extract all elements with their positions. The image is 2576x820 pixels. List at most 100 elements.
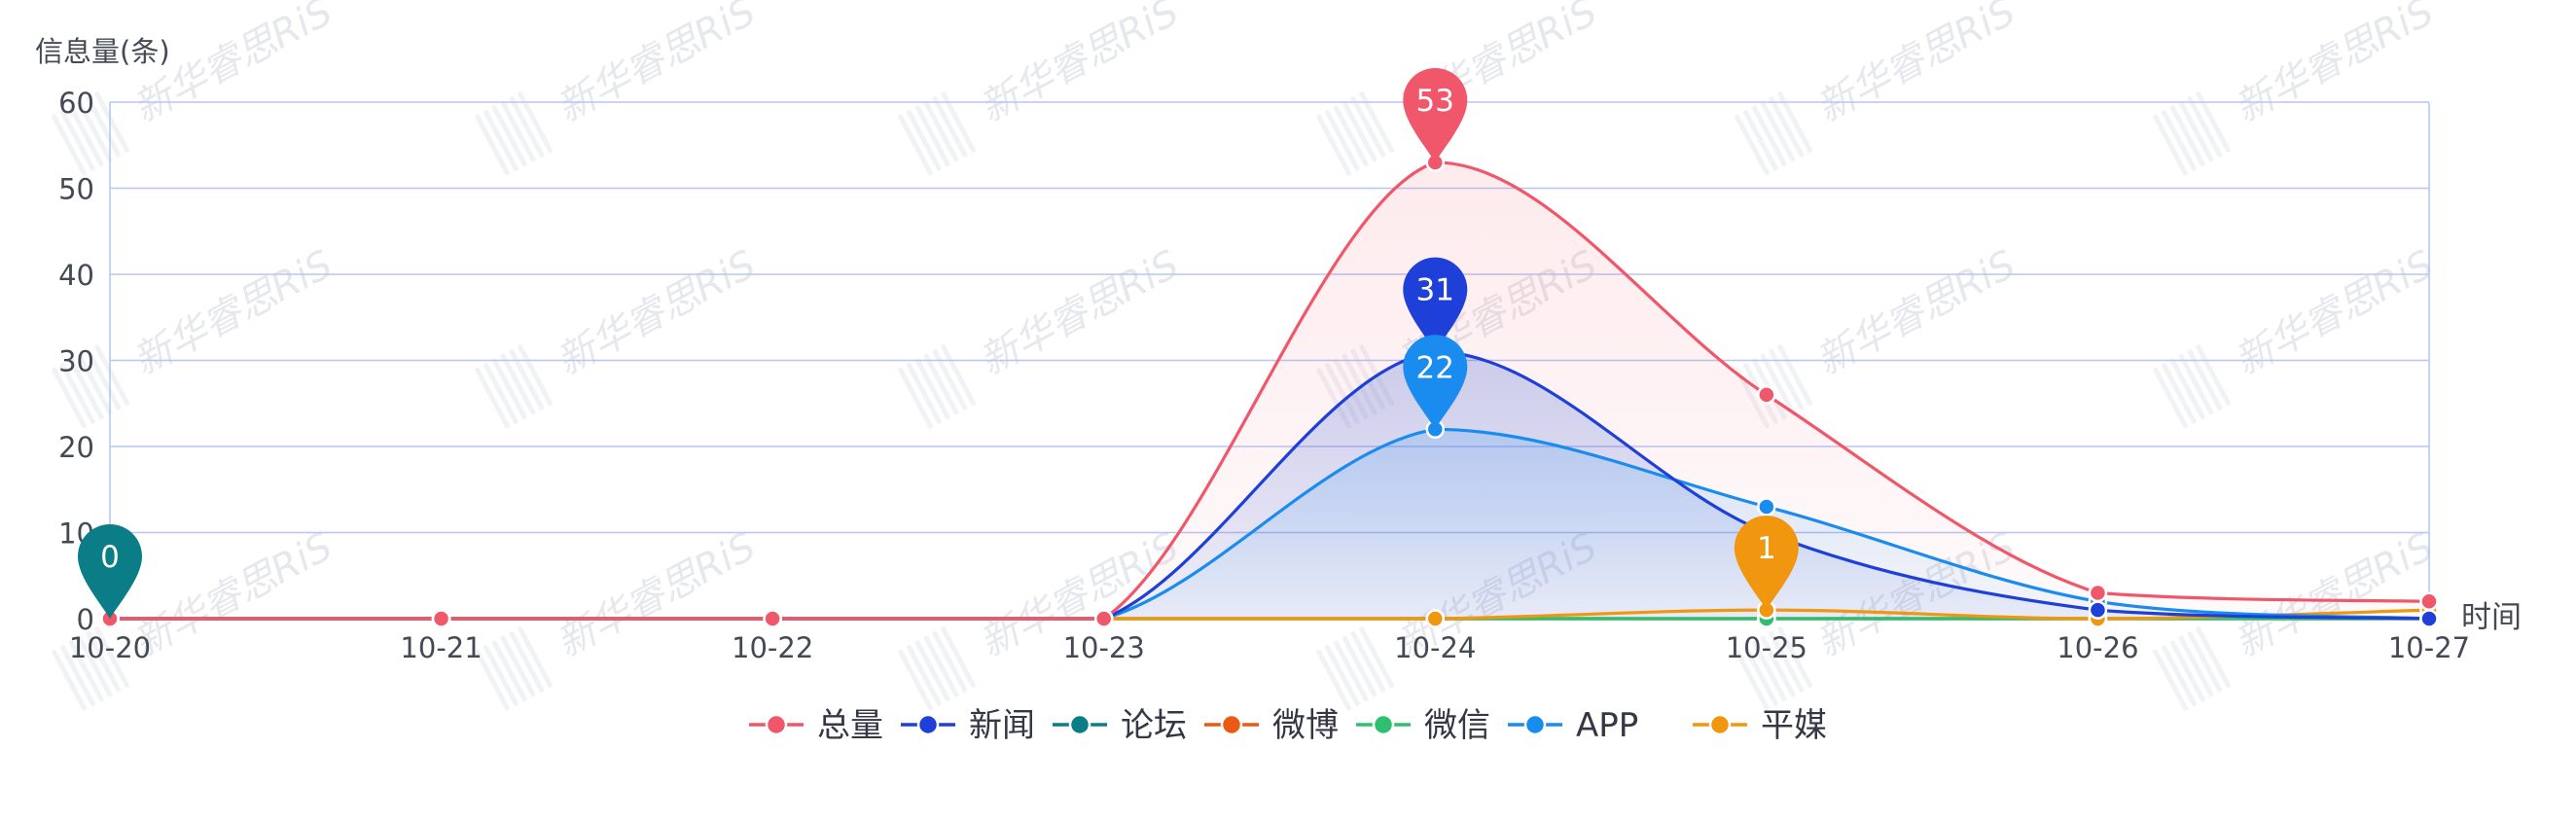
watermark-logo-stroke [1735,114,1770,176]
watermark: 新华睿思RiS [475,242,764,429]
watermark-logo-stroke [1769,95,1805,158]
data-point [2419,591,2439,612]
legend-label: APP [1576,706,1638,745]
watermark-logo-stroke [914,105,950,167]
watermark-logo-stroke [68,105,104,167]
watermark: 新华睿思RiS [475,524,763,711]
data-point [2088,583,2108,603]
annotation-pin-shape [78,524,142,619]
watermark-logo-stroke [1742,645,1778,706]
watermark-logo-stroke [2178,100,2214,162]
x-tick-label: 10-22 [732,631,813,664]
watermark-logo-stroke [500,100,536,162]
watermark-logo-stroke [932,348,968,410]
y-axis-title: 信息量(条) [35,35,170,68]
watermark-text: 新华睿思RiS [1809,0,2023,131]
watermark-logo-stroke [86,95,122,158]
legend-item: 总量 [749,706,883,745]
watermark-logo-stroke [483,363,519,424]
watermark-logo-stroke [500,635,536,697]
watermark-logo-stroke [483,110,519,171]
watermark-logo-stroke [923,635,959,697]
watermark-logo-stroke [509,95,545,158]
legend-dot-icon [1372,713,1395,736]
legend-item: 平媒 [1693,706,1827,745]
watermark-logo-stroke [94,626,130,689]
watermark-logo-stroke [52,114,87,176]
y-tick-label: 30 [58,345,94,378]
watermark-text: 新华睿思RiS [973,242,1187,384]
line-layer [110,160,2430,621]
watermark-logo-stroke [1760,635,1796,697]
legend-item: 微信 [1356,706,1490,745]
legend-item: 新闻 [901,706,1035,745]
watermark-logo-stroke [68,640,104,702]
data-point [1757,385,1776,405]
watermark-text: 新华睿思RiS [550,0,764,131]
x-tick-label: 10-20 [69,631,151,664]
watermark-logo-stroke [1742,110,1778,171]
y-tick-label: 20 [58,431,94,464]
legend-item: APP [1508,706,1638,745]
annotation-pin: 0 [78,524,142,619]
watermark: 新华睿思RiS [898,242,1187,429]
data-point [2088,600,2108,620]
watermark-logo-stroke [500,353,536,415]
watermark-logo-stroke [483,645,519,706]
watermark-logo-stroke [2169,105,2205,167]
watermark-logo-stroke [1342,635,1377,697]
watermark: 新华睿思RiS [2153,0,2441,176]
annotation-pin-shape [1734,516,1799,611]
x-axis: 10-20 10-21 10-22 10-23 10-24 10-25 10-26 10-27 [69,631,2470,664]
watermark-logo-stroke [77,353,113,415]
watermark-text: 新华睿思RiS [550,242,764,384]
watermark-logo-stroke [1350,630,1386,693]
series-area [110,161,2429,619]
watermark-logo-stroke [2153,114,2188,176]
watermark-logo-stroke [941,626,977,689]
x-tick-label: 10-26 [2057,631,2138,664]
annotation-pin: 53 [1403,67,1468,162]
watermark-text: 新华睿思RiS [126,242,340,384]
data-point [2419,609,2439,628]
y-tick-label: 40 [58,259,94,292]
watermark-logo-stroke [932,630,968,693]
data-point [1757,497,1776,517]
watermark-logo-stroke [923,353,959,415]
watermark-logo-stroke [1769,348,1805,410]
watermark-logo-stroke [2178,635,2214,697]
watermark-logo-stroke [898,114,933,176]
legend-label: 微信 [1424,706,1490,745]
watermark-logo-stroke [898,649,933,711]
x-tick-label: 10-23 [1063,631,1145,664]
legend-dot-icon [1220,713,1243,736]
area-layer [110,161,2429,619]
watermark: 新华睿思RiS [52,242,340,429]
watermark-logo-stroke [59,110,95,171]
x-tick-label: 10-21 [400,631,482,664]
watermark-logo-stroke [1359,91,1395,154]
y-tick-label: 50 [58,173,94,206]
watermark-logo-stroke [2161,363,2197,424]
watermark-logo-stroke [518,91,554,154]
watermark-logo-stroke [898,367,933,429]
watermark-logo-stroke [1350,95,1386,158]
watermark: 新华睿思RiS [475,0,764,176]
watermark-logo-stroke [77,100,113,162]
watermark-logo-stroke [1760,100,1796,162]
annotation-label: 0 [100,540,120,575]
series-area [110,429,2429,619]
watermark-logo-stroke [906,363,942,424]
watermark-logo-stroke [1769,630,1805,693]
annotation-pin: 22 [1403,335,1468,430]
watermark-logo-stroke [77,635,113,697]
watermark-logo-stroke [2196,626,2232,689]
watermark: 新华睿思RiS [2153,242,2441,429]
x-tick-label: 10-25 [1726,631,1807,664]
annotation-pin-shape [1403,257,1468,352]
watermark-logo-stroke [1342,100,1377,162]
watermark-logo-stroke [52,649,87,711]
watermark-logo-stroke [86,630,122,693]
annotation-pin-shape [1403,67,1468,162]
